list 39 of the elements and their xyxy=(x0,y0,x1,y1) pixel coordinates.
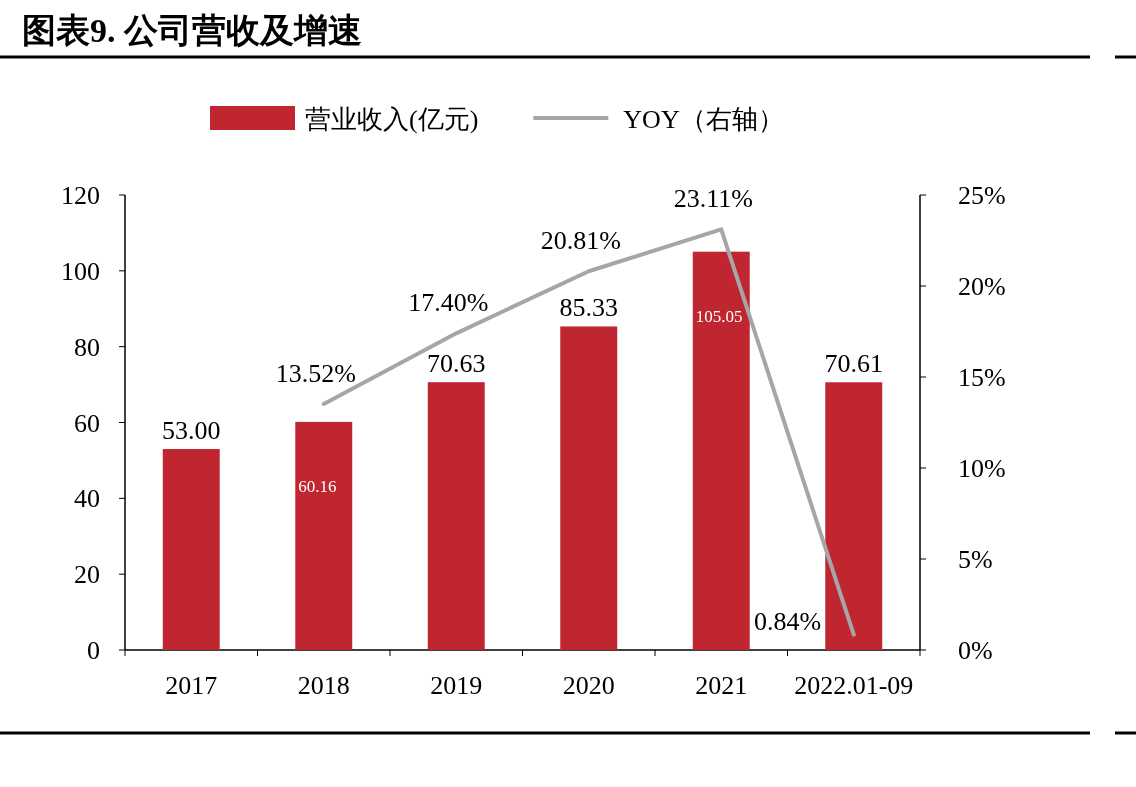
x-tick-label: 2021 xyxy=(695,671,748,700)
data-label: 70.63 xyxy=(427,349,486,379)
y-tick-label: 80 xyxy=(74,332,100,362)
data-label: 105.05 xyxy=(695,306,743,326)
data-label: 13.52% xyxy=(275,358,356,388)
data-label: 20.81% xyxy=(540,226,621,256)
bar xyxy=(162,449,220,650)
bar xyxy=(295,421,353,650)
x-tick-label: 2019 xyxy=(430,671,483,700)
y2-tick-label: 20% xyxy=(958,272,1006,301)
chart-title: 图表9. 公司营收及增速 xyxy=(22,12,362,49)
y2-tick-label: 10% xyxy=(958,454,1006,483)
y-tick-label: 0 xyxy=(87,636,100,665)
legend-label: YOY（右轴） xyxy=(623,105,784,134)
y-tick-label: 100 xyxy=(61,256,100,286)
y-tick-label: 60 xyxy=(74,408,100,438)
data-label: 60.16 xyxy=(298,476,337,496)
x-tick-label: 2017 xyxy=(165,671,218,700)
legend-label: 营业收入(亿元) xyxy=(305,105,479,134)
y-tick-label: 40 xyxy=(74,484,100,514)
x-tick-label: 2018 xyxy=(297,671,350,700)
y-tick-label: 120 xyxy=(61,181,100,210)
data-label: 70.61 xyxy=(824,349,883,379)
bar xyxy=(825,382,883,650)
y-tick-label: 20 xyxy=(74,560,100,590)
y2-tick-label: 15% xyxy=(958,363,1006,392)
data-label: 17.40% xyxy=(408,288,489,318)
bar xyxy=(560,326,618,650)
data-label: 53.00 xyxy=(162,416,221,446)
bar xyxy=(692,251,750,650)
data-label: 23.11% xyxy=(673,184,753,214)
y2-tick-label: 25% xyxy=(958,181,1006,210)
x-tick-label: 2022.01-09 xyxy=(794,671,914,700)
y2-tick-label: 0% xyxy=(958,636,993,665)
data-label: 0.84% xyxy=(754,606,822,636)
data-label: 85.33 xyxy=(559,293,618,323)
bar xyxy=(427,382,485,650)
x-tick-label: 2020 xyxy=(562,671,615,700)
y2-tick-label: 5% xyxy=(958,545,993,574)
